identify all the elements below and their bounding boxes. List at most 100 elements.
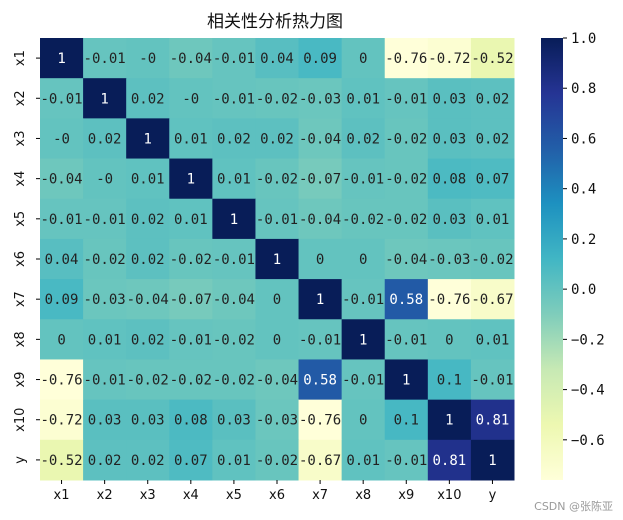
heatmap-cell <box>40 38 84 79</box>
cell-label: -0.01 <box>213 252 255 268</box>
heatmap-cell <box>470 279 515 320</box>
colorbar-tick-label: 0.8 <box>571 81 596 97</box>
cell-label: 0.02 <box>131 252 165 268</box>
cell-label: 0 <box>57 332 65 348</box>
cell-label: -0.04 <box>40 172 82 188</box>
cell-label: 1 <box>488 453 496 469</box>
x-tick-label: x6 <box>269 488 285 503</box>
colorbar-tick-label: 0.2 <box>571 232 596 248</box>
cell-label: -0.76 <box>428 292 470 308</box>
cell-label: -0.02 <box>170 373 212 389</box>
cell-label: -0.01 <box>84 212 126 228</box>
heatmap-cell <box>40 319 84 360</box>
cell-label: 0 <box>359 252 367 268</box>
heatmap-cell <box>255 279 300 320</box>
cell-label: -0.02 <box>84 252 126 268</box>
cell-label: 1 <box>230 212 238 228</box>
cell-label: 0.03 <box>433 91 467 107</box>
heatmap-cell <box>298 118 343 160</box>
x-tick-label: x10 <box>437 488 461 503</box>
cell-label: 0.04 <box>45 252 79 268</box>
cell-label: 0.02 <box>217 131 251 147</box>
cell-label: 0 <box>359 413 367 429</box>
heatmap-cell <box>298 319 343 360</box>
y-tick-label: x6 <box>13 251 28 267</box>
heatmap-cell <box>212 118 256 160</box>
heatmap-cell <box>255 78 300 119</box>
cell-label: 0.01 <box>174 212 208 228</box>
heatmap-cell <box>470 158 515 200</box>
heatmap-cell <box>212 238 256 280</box>
heatmap-cell <box>83 158 127 200</box>
heatmap-cell <box>341 359 386 401</box>
x-tick-label: x7 <box>312 488 328 503</box>
cell-label: 1 <box>316 292 324 308</box>
heatmap-cell <box>384 359 429 401</box>
heatmap-cell <box>470 238 515 280</box>
cell-label: -0.04 <box>385 252 427 268</box>
heatmap-cell <box>169 198 213 240</box>
y-tick-label: x2 <box>13 90 28 106</box>
cell-label: 0.01 <box>346 91 380 107</box>
cell-label: -0.72 <box>40 413 82 429</box>
heatmap-cell <box>255 38 300 79</box>
heatmap-cell <box>298 158 343 200</box>
heatmap-cell <box>212 279 256 320</box>
heatmap-cell <box>470 78 515 119</box>
cell-label: -0.04 <box>256 373 298 389</box>
cell-label: 0.02 <box>476 91 510 107</box>
heatmap-cell <box>427 198 472 240</box>
heatmap-cell <box>470 359 515 401</box>
cell-label: -0.67 <box>299 453 341 469</box>
heatmap-cells: 1 -0.01 -0 -0.04 -0.01 0.04 0.09 0 -0.76 -0.72 -0.… <box>40 38 515 481</box>
cell-label: -0.02 <box>385 131 427 147</box>
colorbar-tick-label: −0.2 <box>571 332 605 348</box>
heatmap-cell <box>298 198 343 240</box>
cell-label: 1 <box>187 172 195 188</box>
cell-label: -0.02 <box>342 212 384 228</box>
cell-label: 0.03 <box>217 413 251 429</box>
heatmap-cell <box>169 359 213 401</box>
heatmap-cell <box>298 399 343 441</box>
cell-label: 0.01 <box>88 332 122 348</box>
heatmap-cell <box>126 399 170 441</box>
cell-label: 0.03 <box>433 212 467 228</box>
heatmap-cell <box>40 279 84 320</box>
y-tick-label: x5 <box>13 211 28 227</box>
heatmap-cell <box>126 118 170 160</box>
cell-label: 0.09 <box>303 51 337 67</box>
colorbar-tick-label: 0.4 <box>571 182 596 198</box>
heatmap-cell <box>212 319 256 360</box>
heatmap-cell <box>212 439 256 481</box>
watermark-text: CSDN @张陈亚 <box>534 500 613 513</box>
heatmap-cell <box>470 118 515 160</box>
heatmap-cell <box>40 359 84 401</box>
heatmap-cell <box>341 439 386 481</box>
x-tick-label: x3 <box>140 488 156 503</box>
heatmap-cell <box>169 238 213 280</box>
cell-label: 0.03 <box>131 413 165 429</box>
heatmap-cell <box>341 319 386 360</box>
heatmap-cell <box>255 439 300 481</box>
cell-label: -0.01 <box>84 373 126 389</box>
heatmap-cell <box>255 319 300 360</box>
heatmap-cell <box>427 158 472 200</box>
heatmap-cell <box>341 198 386 240</box>
x-tick-label: x2 <box>97 488 113 503</box>
colorbar-tick-label: 1.0 <box>571 31 596 47</box>
cell-label: -0.01 <box>40 212 82 228</box>
heatmap-cell <box>384 118 429 160</box>
colorbar-tick-label: 0.6 <box>571 131 596 147</box>
cell-label: 0.09 <box>45 292 79 308</box>
heatmap-cell <box>169 158 213 200</box>
heatmap-cell <box>212 38 256 79</box>
heatmap-cell <box>255 399 300 441</box>
heatmap-cell <box>298 38 343 79</box>
heatmap-cell <box>83 319 127 360</box>
y-tick-label: x1 <box>13 50 28 66</box>
cell-label: -0 <box>139 51 156 67</box>
cell-label: -0.01 <box>84 51 126 67</box>
heatmap-cell <box>126 359 170 401</box>
heatmap-cell <box>470 198 515 240</box>
